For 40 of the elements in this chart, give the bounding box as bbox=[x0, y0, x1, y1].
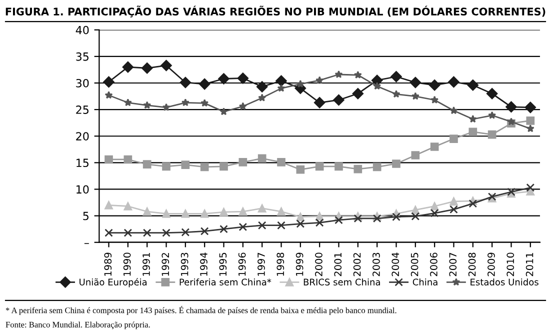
x-tick-label: 2003 bbox=[372, 252, 380, 276]
y-tick-label: 25 bbox=[76, 106, 88, 114]
x-tick-label: 1998 bbox=[276, 252, 284, 276]
x-tick-label: 1999 bbox=[296, 252, 304, 276]
source-note: Fonte: Banco Mundial. Elaboração própria. bbox=[6, 322, 150, 330]
chart-title: FIGURA 1. PARTICIPAÇÃO DAS VÁRIAS REGIÕES NO PIB MUNDIAL (EM DÓLARES CORRENTES) bbox=[6, 6, 546, 18]
legend-label: União Européia bbox=[80, 278, 147, 288]
legend-label: Estados Unidos bbox=[470, 278, 538, 286]
x-tick-label: 1994 bbox=[200, 252, 208, 276]
x-tick-label: 1992 bbox=[162, 253, 170, 276]
x-tick-label: 2011 bbox=[526, 252, 534, 276]
x-tick-label: 2002 bbox=[353, 253, 361, 276]
y-tick-label: 40 bbox=[76, 26, 89, 34]
x-tick-label: 1995 bbox=[219, 252, 227, 276]
x-tick-label: 2009 bbox=[488, 252, 495, 276]
x-tick-label: 2006 bbox=[430, 252, 438, 276]
y-tick-label: – bbox=[84, 243, 89, 244]
x-tick-label: 1989 bbox=[104, 252, 112, 276]
x-tick-label: 2005 bbox=[410, 252, 418, 276]
y-tick-label: 35 bbox=[76, 52, 88, 61]
y-tick-label: 5 bbox=[83, 212, 88, 220]
y-tick-label: 30 bbox=[76, 78, 89, 88]
x-tick-label: 1991 bbox=[142, 252, 150, 276]
y-tick-label: 20 bbox=[76, 132, 89, 140]
x-tick-label: 1990 bbox=[123, 252, 131, 276]
x-tick-label: 2008 bbox=[468, 252, 476, 276]
y-tick-label: 10 bbox=[76, 185, 89, 194]
x-tick-label: 2001 bbox=[334, 252, 342, 276]
legend-label: BRICS sem China bbox=[304, 278, 380, 286]
x-tick-label: 2010 bbox=[506, 252, 514, 276]
x-tick-label: 2007 bbox=[449, 252, 457, 276]
x-tick-label: 1993 bbox=[180, 252, 188, 276]
legend-label: Periferia sem China* bbox=[180, 278, 272, 286]
legend-label: China bbox=[412, 278, 438, 286]
y-tick-label: 15 bbox=[76, 158, 88, 168]
x-tick-label: 1996 bbox=[238, 252, 246, 276]
x-tick-label: 2004 bbox=[392, 252, 400, 276]
x-tick-label: 1997 bbox=[258, 252, 265, 276]
text: * A periferia sem China é composta por 143 países. É chamada de países de renda baixa e média pelo banco mundial. bbox=[6, 306, 396, 315]
x-tick-label: 2000 bbox=[315, 252, 322, 276]
